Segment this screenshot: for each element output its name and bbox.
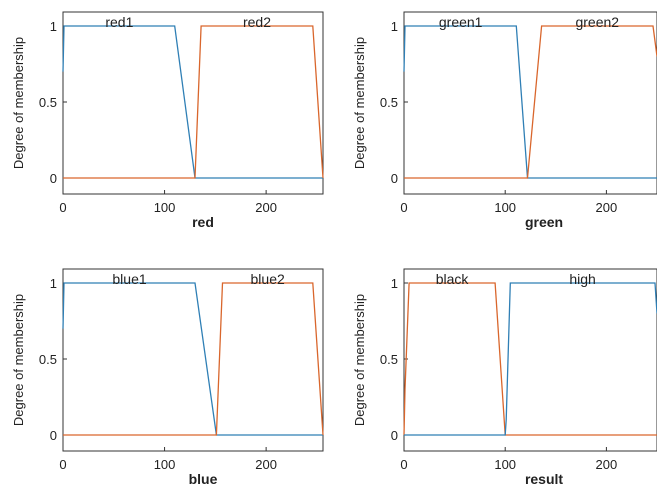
mf-label-green2: green2 xyxy=(575,14,619,30)
x-tick-label: 0 xyxy=(59,200,66,215)
x-tick-label: 200 xyxy=(255,200,277,215)
chart-panel-4: 0 0.5 1 0 100 200 black high Degree of membershi… xyxy=(352,268,657,487)
y-tick-label: 1 xyxy=(391,19,398,34)
x-tick-label: 200 xyxy=(596,200,618,215)
mf-label-black: black xyxy=(436,271,470,287)
y-tick-label: 0.5 xyxy=(39,95,57,110)
x-axis-label: result xyxy=(525,471,563,487)
series-line-high xyxy=(404,282,657,436)
y-tick-label: 0.5 xyxy=(380,352,398,367)
y-tick-label: 1 xyxy=(391,276,398,291)
series-line-blue1 xyxy=(62,282,323,436)
series-line-green2 xyxy=(404,25,657,179)
y-axis-label: Degree of membership xyxy=(11,37,26,169)
plot-frame xyxy=(403,11,657,195)
x-tick-label: 100 xyxy=(154,457,176,472)
x-tick-label: 0 xyxy=(59,457,66,472)
plot-frame xyxy=(62,268,324,452)
y-tick-label: 0.5 xyxy=(380,95,398,110)
mf-label-blue1: blue1 xyxy=(112,271,146,287)
x-tick-label: 100 xyxy=(494,200,516,215)
series-line-red1 xyxy=(62,25,323,179)
x-tick-label: 100 xyxy=(154,200,176,215)
y-axis-label: Degree of membership xyxy=(352,294,367,426)
x-tick-label: 200 xyxy=(596,457,618,472)
chart-panel-1: 0 0.5 1 0 100 200 red1 red2 Degree of membership… xyxy=(11,11,324,230)
y-tick-label: 0 xyxy=(391,428,398,443)
chart-panel-2: 0 0.5 1 0 100 200 green1 green2 Degree of member… xyxy=(352,11,657,230)
chart-panel-3: 0 0.5 1 0 100 200 blue1 blue2 Degree of membersh… xyxy=(11,268,324,487)
x-tick-label: 100 xyxy=(494,457,516,472)
plot-frame xyxy=(403,268,657,452)
x-axis-label: blue xyxy=(189,471,218,487)
mf-label-high: high xyxy=(569,271,595,287)
x-axis-label: red xyxy=(192,214,214,230)
y-tick-label: 0.5 xyxy=(39,352,57,367)
x-tick-label: 0 xyxy=(400,200,407,215)
mf-label-red1: red1 xyxy=(105,14,133,30)
x-tick-label: 200 xyxy=(255,457,277,472)
mf-label-blue2: blue2 xyxy=(251,271,285,287)
mf-label-green1: green1 xyxy=(439,14,483,30)
y-tick-label: 1 xyxy=(50,276,57,291)
y-axis-label: Degree of membership xyxy=(352,37,367,169)
x-axis-label: green xyxy=(525,214,563,230)
series-line-red2 xyxy=(63,25,324,179)
y-tick-label: 0 xyxy=(391,171,398,186)
series-line-blue2 xyxy=(63,282,324,436)
x-tick-label: 0 xyxy=(400,457,407,472)
y-tick-label: 1 xyxy=(50,19,57,34)
y-tick-label: 0 xyxy=(50,171,57,186)
y-axis-label: Degree of membership xyxy=(11,294,26,426)
mf-label-red2: red2 xyxy=(243,14,271,30)
y-tick-label: 0 xyxy=(50,428,57,443)
series-line-green1 xyxy=(403,25,657,179)
series-line-black xyxy=(403,282,657,436)
